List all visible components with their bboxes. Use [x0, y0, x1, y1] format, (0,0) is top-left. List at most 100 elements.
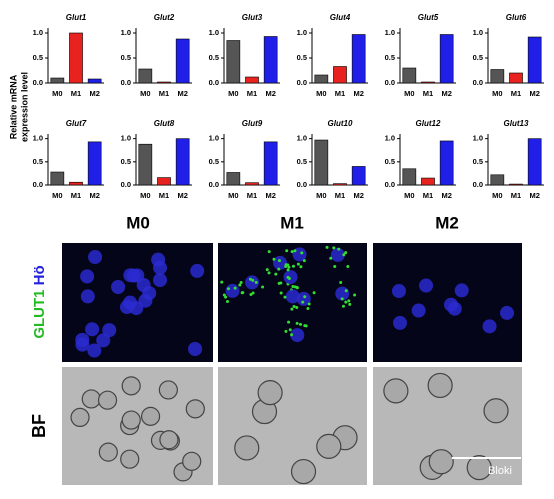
glut1-spot — [284, 329, 288, 333]
x-tick-label: M0 — [52, 89, 62, 98]
cell — [159, 430, 179, 450]
glut1-spot — [348, 302, 352, 306]
glut1-spot — [344, 289, 348, 293]
glut1-spot — [239, 281, 243, 285]
y-tick-label: 0.5 — [297, 157, 307, 166]
nuclear-label: Hö — [31, 265, 48, 285]
glut1-spot — [295, 286, 299, 290]
glut1-spot — [254, 280, 258, 284]
glut1-spot — [292, 305, 296, 309]
x-tick-label: M1 — [71, 191, 81, 200]
nucleus — [153, 260, 168, 275]
glut1-spot — [299, 322, 303, 326]
glut1-spot — [296, 262, 300, 266]
glut1-spot — [341, 304, 345, 308]
chart-title: Glut13 — [504, 119, 529, 128]
y-tick-label: 0.5 — [209, 53, 219, 62]
x-tick-label: M1 — [423, 191, 433, 200]
glut1-spot — [248, 277, 252, 281]
y-tick-label: 0.5 — [473, 157, 483, 166]
nucleus — [87, 343, 102, 358]
nucleus — [225, 283, 240, 298]
nucleus — [119, 300, 134, 315]
bar — [421, 81, 435, 84]
glut1-spot — [249, 293, 253, 297]
nucleus — [188, 341, 203, 356]
x-tick-label: M1 — [423, 89, 433, 98]
y-tick-label: 1.0 — [473, 134, 483, 143]
chart-title: Glut9 — [242, 119, 263, 128]
x-tick-label: M0 — [492, 89, 502, 98]
cell — [97, 390, 118, 410]
bar — [490, 174, 505, 186]
x-tick-label: M2 — [89, 191, 99, 200]
nucleus — [136, 278, 151, 293]
glut1-spot — [277, 259, 281, 263]
x-tick-label: M2 — [441, 89, 451, 98]
bar — [245, 76, 259, 84]
y-tick-label: 0.0 — [209, 180, 219, 189]
y-tick-label: 0.0 — [121, 180, 131, 189]
bar — [421, 177, 435, 186]
x-tick-label: M0 — [228, 191, 238, 200]
bar — [439, 34, 454, 84]
glut1-spot — [291, 264, 295, 268]
x-tick-label: M2 — [89, 89, 99, 98]
nucleus — [330, 247, 345, 262]
nucleus — [296, 291, 311, 306]
y-tick-label: 0.0 — [209, 78, 219, 87]
cell — [428, 449, 454, 475]
nucleus — [444, 297, 459, 312]
glut1-spot — [267, 250, 271, 254]
glut1-spot — [299, 265, 303, 269]
chart-title: Glut12 — [416, 119, 441, 128]
x-tick-label: M0 — [228, 89, 238, 98]
y-tick-label: 0.5 — [33, 53, 43, 62]
bar — [87, 78, 102, 84]
glut1-spot — [241, 291, 245, 295]
nucleus — [393, 315, 408, 330]
y-tick-label: 0.5 — [385, 53, 395, 62]
x-tick-label: M1 — [71, 89, 81, 98]
x-tick-label: M2 — [265, 89, 275, 98]
x-tick-label: M0 — [316, 89, 326, 98]
bar — [175, 138, 190, 186]
bar — [402, 67, 417, 84]
glut1-spot — [238, 283, 242, 287]
x-tick-label: M2 — [353, 89, 363, 98]
y-tick-label: 0.5 — [297, 53, 307, 62]
y-tick-label: 0.0 — [385, 180, 395, 189]
chart-title: Glut8 — [154, 119, 175, 128]
bar — [490, 69, 505, 84]
nucleus — [153, 273, 168, 288]
bar — [333, 183, 347, 186]
glut1-spot — [312, 291, 316, 295]
cell — [257, 380, 283, 406]
bar — [314, 74, 329, 84]
glut1-spot — [300, 251, 304, 255]
glut1-spot — [288, 328, 292, 332]
x-tick-label: M2 — [353, 191, 363, 200]
bar — [509, 183, 523, 186]
nucleus — [283, 270, 298, 285]
chart-title: Glut5 — [418, 13, 439, 22]
x-tick-label: M0 — [404, 89, 414, 98]
cell — [234, 435, 260, 461]
glut1-spot — [307, 302, 311, 306]
glut1-spot — [286, 268, 290, 272]
bar — [138, 68, 153, 84]
glut1-spot — [290, 307, 294, 311]
image-panels — [62, 243, 522, 485]
bar — [138, 143, 153, 186]
glut1-spot — [251, 278, 255, 282]
bar — [175, 38, 190, 84]
y-tick-label: 1.0 — [33, 134, 43, 143]
y-tick-label: 1.0 — [121, 28, 131, 37]
glut1-spot — [337, 247, 341, 251]
y-tick-label: 1.0 — [33, 28, 43, 37]
cell — [140, 406, 161, 426]
bar — [245, 182, 259, 186]
chart-title: Glut3 — [242, 13, 263, 22]
bar — [527, 36, 542, 84]
